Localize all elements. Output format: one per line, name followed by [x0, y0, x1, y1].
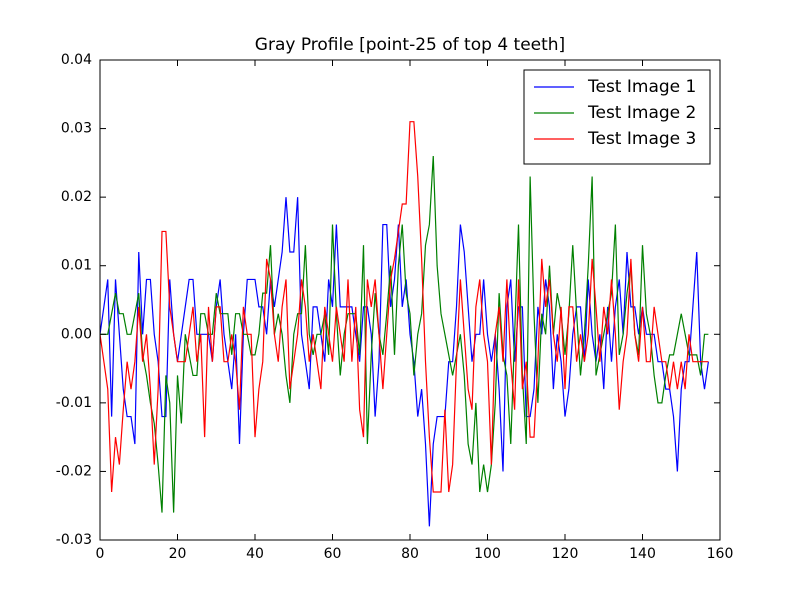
data-line — [100, 197, 709, 527]
y-tick-label: -0.02 — [56, 463, 92, 479]
y-tick-label: 0.03 — [61, 121, 92, 137]
y-tick-label: -0.01 — [56, 395, 92, 411]
data-line — [100, 121, 709, 493]
x-tick-label: 40 — [246, 546, 264, 562]
x-tick-label: 20 — [169, 546, 187, 562]
y-tick-label: 0.02 — [61, 189, 92, 205]
legend-label: Test Image 3 — [587, 129, 696, 149]
x-tick-label: 140 — [629, 546, 656, 562]
data-line — [100, 155, 709, 513]
x-tick-label: 60 — [324, 546, 342, 562]
y-tick-label: -0.03 — [56, 532, 92, 548]
legend-label: Test Image 1 — [587, 77, 696, 97]
x-tick-label: 80 — [401, 546, 419, 562]
legend-box — [523, 69, 711, 165]
chart-title: Gray Profile [point-25 of top 4 teeth] — [255, 35, 565, 55]
y-tick-label: 0.04 — [61, 52, 92, 68]
x-tick-label: 160 — [707, 546, 734, 562]
x-tick-label: 0 — [96, 546, 105, 562]
x-tick-label: 120 — [552, 546, 579, 562]
y-tick-label: 0.01 — [61, 258, 92, 274]
x-tick-label: 100 — [474, 546, 501, 562]
legend-label: Test Image 2 — [587, 103, 696, 123]
y-tick-label: 0.00 — [61, 326, 92, 342]
